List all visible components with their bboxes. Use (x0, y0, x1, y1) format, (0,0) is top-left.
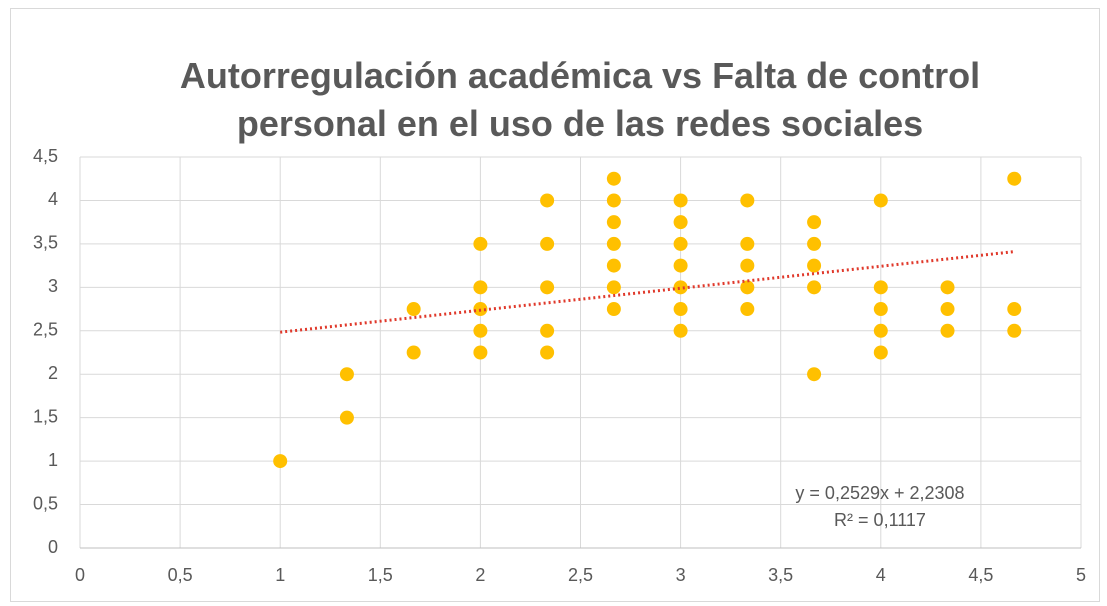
y-tick-label: 3 (48, 276, 58, 296)
point (873, 302, 888, 317)
x-tick-label: 0,5 (168, 565, 193, 585)
point (807, 215, 822, 230)
point (473, 345, 488, 360)
point (873, 280, 888, 295)
point (606, 302, 621, 317)
point (540, 193, 555, 208)
point (673, 302, 688, 317)
y-tick-label: 2 (48, 363, 58, 383)
y-tick-label: 1,5 (33, 406, 58, 426)
point (540, 323, 555, 338)
trendline-label: R² = 0,1117 (834, 510, 926, 530)
point (673, 193, 688, 208)
point (1007, 302, 1022, 317)
point (606, 215, 621, 230)
point (473, 236, 488, 251)
point (873, 193, 888, 208)
point (740, 302, 755, 317)
point (1007, 323, 1022, 338)
x-tick-label: 3 (676, 565, 686, 585)
y-tick-label: 2,5 (33, 320, 58, 340)
point (940, 302, 955, 317)
x-tick-label: 5 (1076, 565, 1086, 585)
y-tick-label: 0,5 (33, 493, 58, 513)
x-tick-label: 4 (876, 565, 886, 585)
point (339, 410, 354, 425)
y-tick-label: 3,5 (33, 233, 58, 253)
point (673, 280, 688, 295)
x-tick-label: 4,5 (968, 565, 993, 585)
x-tick-label: 3,5 (768, 565, 793, 585)
trendline (280, 250, 1015, 334)
point (273, 454, 288, 469)
x-tick-label: 1 (275, 565, 285, 585)
x-tick-label: 0 (75, 565, 85, 585)
chart-title: Autorregulación académica vs Falta de co… (179, 55, 981, 144)
y-tick-label: 0 (48, 537, 58, 557)
point (406, 302, 421, 317)
point (540, 280, 555, 295)
point (473, 280, 488, 295)
x-tick-label: 2 (475, 565, 485, 585)
point (473, 323, 488, 338)
point (807, 367, 822, 382)
point (606, 193, 621, 208)
point (673, 215, 688, 230)
point (540, 345, 555, 360)
point (807, 258, 822, 273)
point (740, 258, 755, 273)
y-tick-label: 1 (48, 450, 58, 470)
point (540, 236, 555, 251)
point (406, 345, 421, 360)
point (940, 280, 955, 295)
point (339, 367, 354, 382)
point (873, 323, 888, 338)
point (807, 280, 822, 295)
chart-frame (10, 8, 1100, 602)
point (606, 280, 621, 295)
point (673, 258, 688, 273)
point (807, 236, 822, 251)
point (606, 171, 621, 186)
point (740, 280, 755, 295)
point (673, 236, 688, 251)
point (940, 323, 955, 338)
point (606, 236, 621, 251)
x-tick-label: 1,5 (368, 565, 393, 585)
point (606, 258, 621, 273)
y-tick-label: 4,5 (33, 146, 58, 166)
point (740, 236, 755, 251)
y-tick-label: 4 (48, 189, 58, 209)
x-tick-label: 2,5 (568, 565, 593, 585)
point (740, 193, 755, 208)
point (873, 345, 888, 360)
trendline-label: y = 0,2529x + 2,2308 (795, 483, 964, 503)
point (673, 323, 688, 338)
point (1007, 171, 1022, 186)
